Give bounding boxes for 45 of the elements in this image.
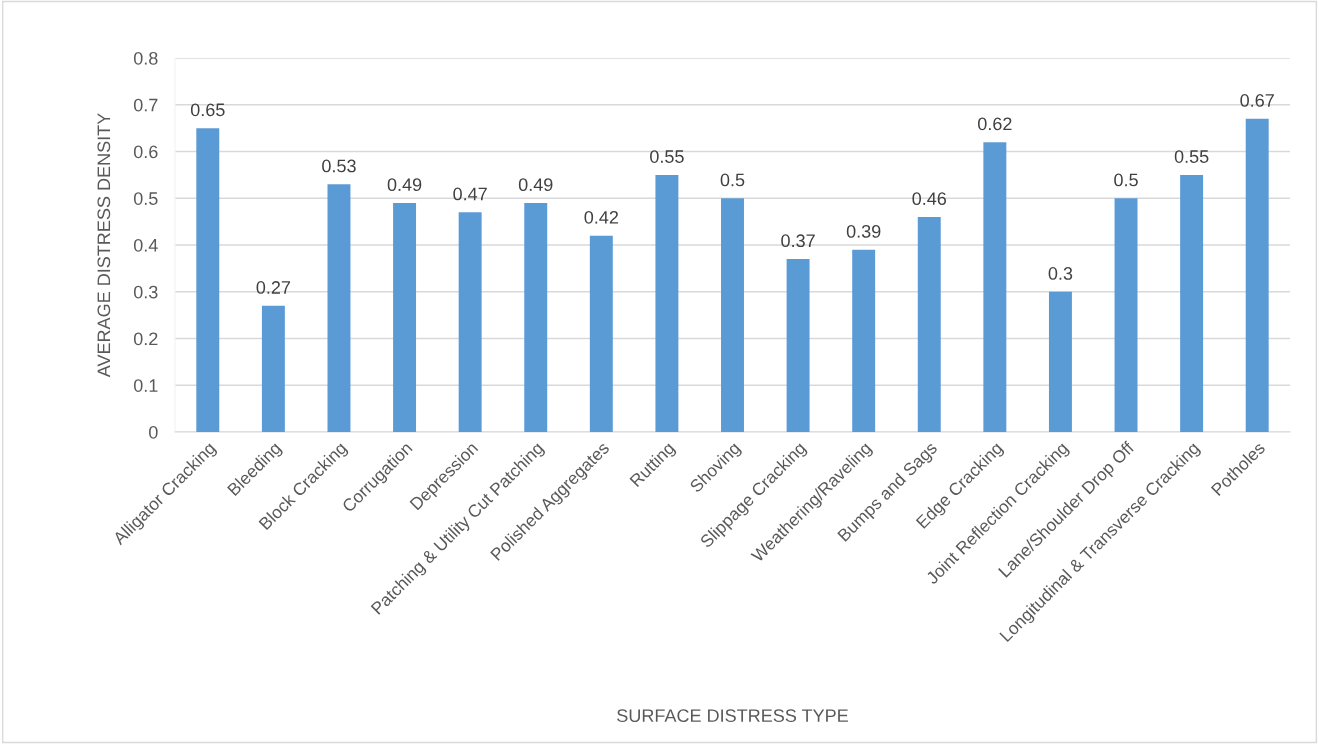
data-label: 0.37 [781,234,815,248]
bar [393,202,417,432]
data-label: 0.3 [1048,267,1073,280]
y-tick-label: 0.8 [133,51,158,65]
data-label: 0.42 [584,210,618,224]
y-tick-label: 0.1 [133,379,158,392]
data-label: 0.67 [1240,94,1274,107]
data-label: 0.27 [256,281,291,294]
bar [983,142,1007,432]
data-label: 0.46 [912,192,947,206]
y-tick-label: 0.5 [133,192,158,205]
y-tick-label: 0.7 [133,98,158,112]
bar [917,216,941,432]
data-label: 0.49 [387,178,422,192]
bar [524,202,548,432]
data-label: 0.5 [1114,173,1138,187]
bar [327,184,351,432]
y-axis-title: AVERAGE DISTRESS DENSITY [97,113,111,378]
bar [655,174,679,432]
data-label: 0.49 [518,178,553,192]
data-label: 0.53 [322,159,356,173]
data-label: 0.47 [453,187,487,201]
data-label: 0.55 [650,150,684,163]
bar [721,198,744,432]
bar [589,235,613,432]
bar [786,259,810,432]
data-label: 0.55 [1174,150,1209,163]
y-tick-label: 0.3 [133,285,158,299]
x-axis-title: SURFACE DISTRESS TYPE [617,709,848,723]
bar [1245,118,1269,432]
y-tick-label: 0.6 [133,145,158,159]
data-label: 0.39 [846,224,881,238]
bar [852,249,876,432]
bar [196,128,220,432]
data-label: 0.5 [720,173,745,187]
data-label: 0.62 [977,117,1012,131]
data-label: 0.65 [190,103,225,117]
bar [261,305,285,432]
y-tick-label: 0.4 [133,238,158,252]
bar [1048,291,1072,432]
y-tick-label: 0.2 [133,332,158,346]
bar [1180,174,1204,432]
y-tick-label: 0 [149,425,158,439]
bar [458,212,482,432]
bar [1114,198,1138,432]
